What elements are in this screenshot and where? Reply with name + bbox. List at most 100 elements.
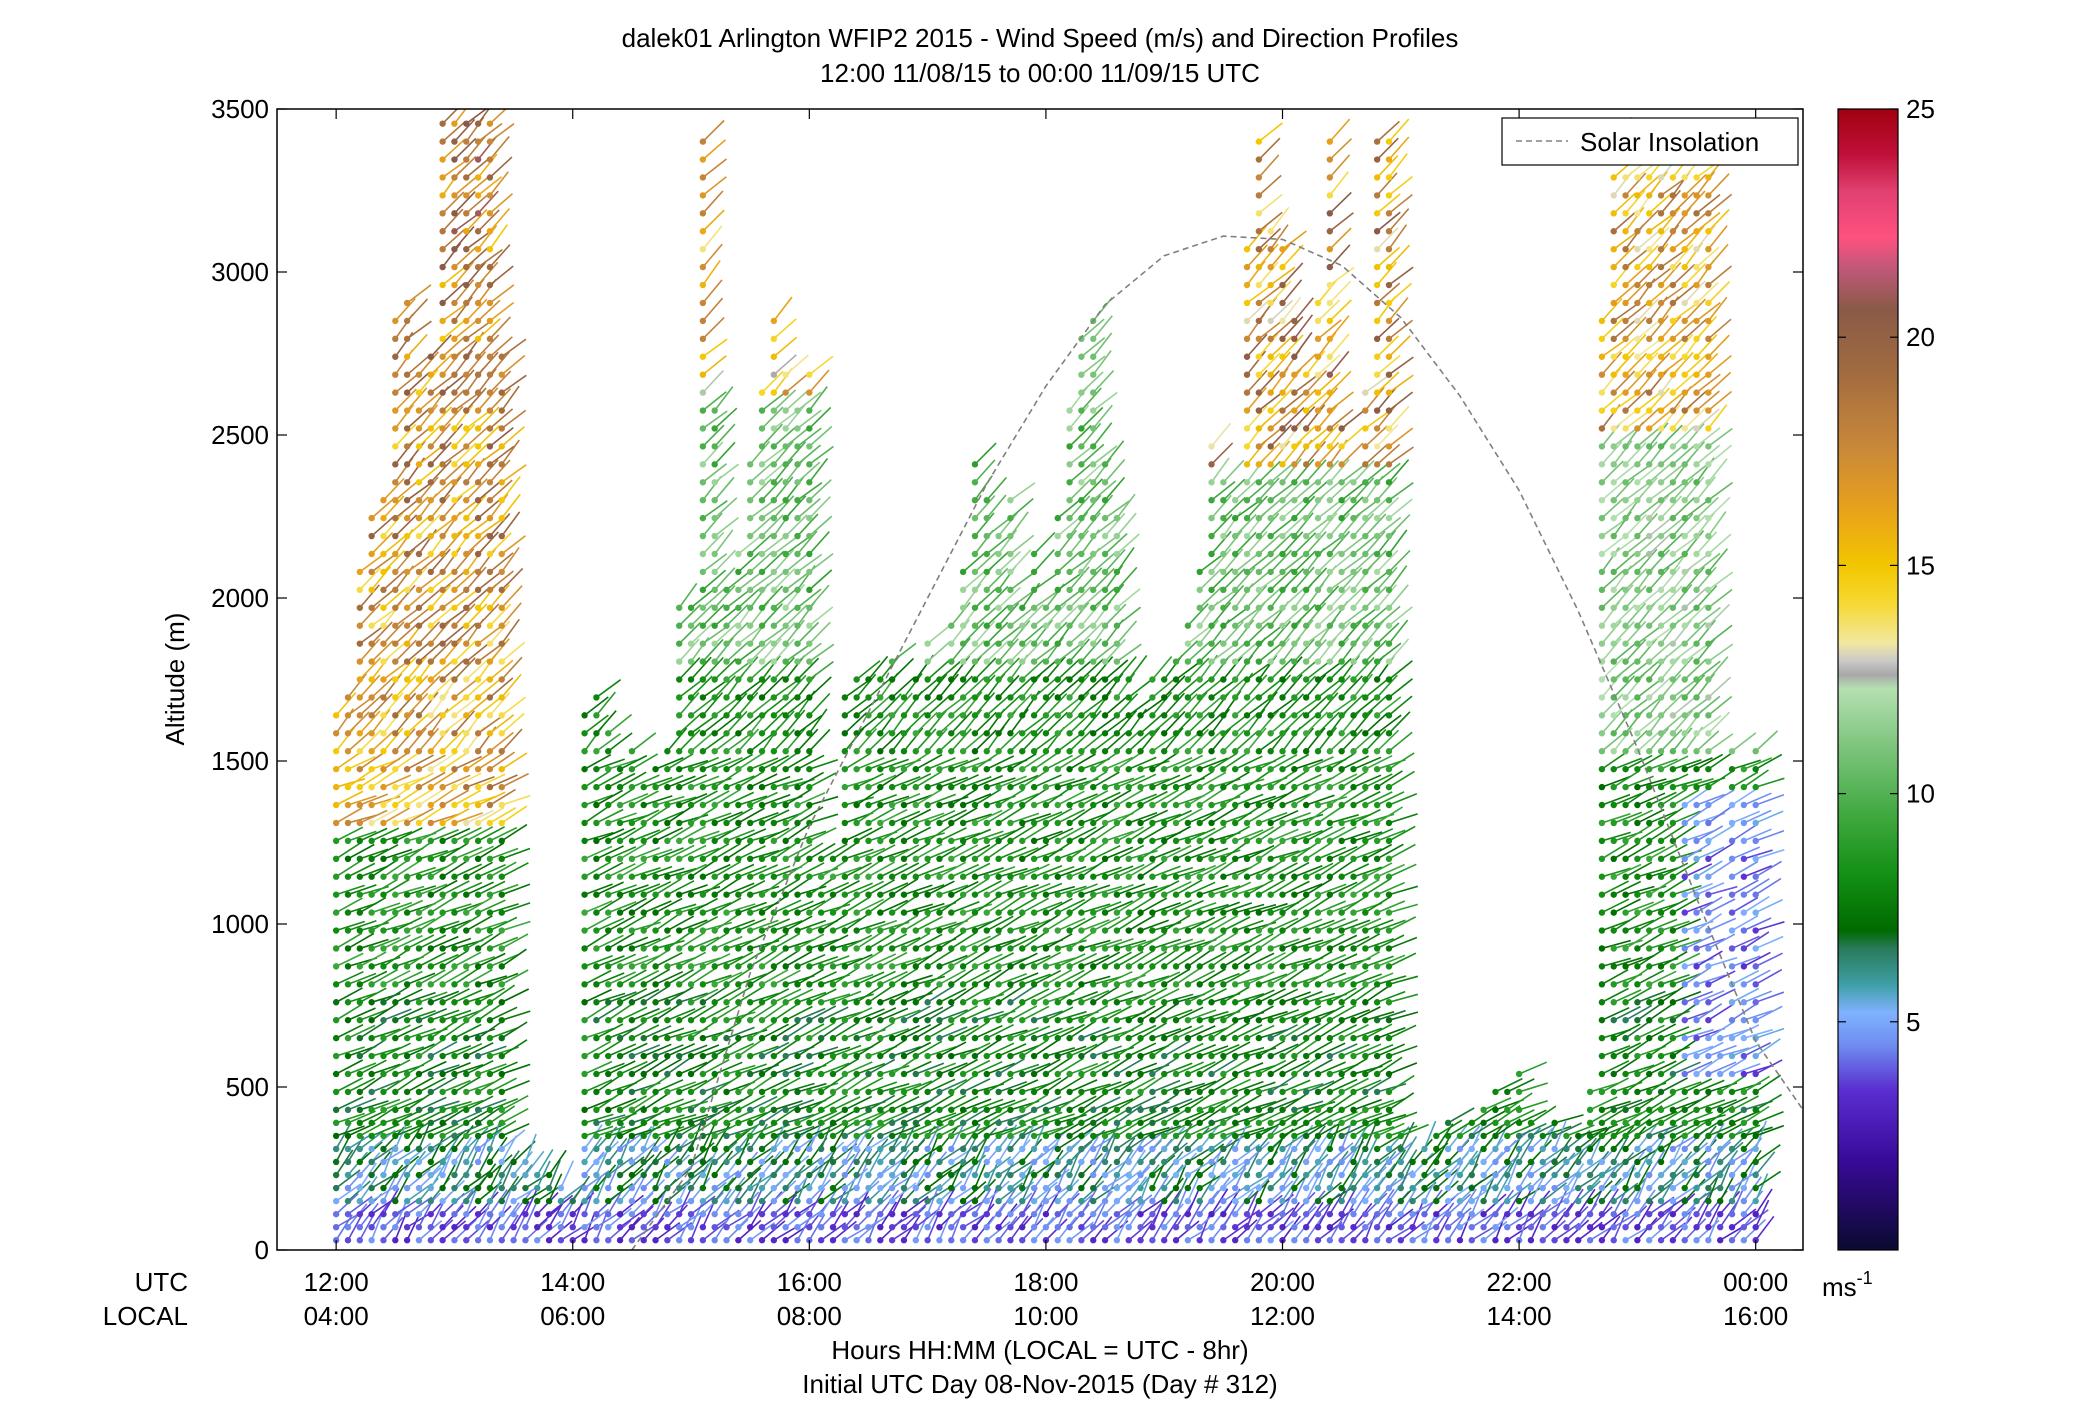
wind-barb-dot [818, 927, 824, 933]
wind-barb-dot [818, 1053, 824, 1059]
wind-barb-dot [842, 730, 848, 736]
wind-barb-dot [499, 963, 505, 969]
wind-barb-dot [439, 282, 445, 288]
wind-barb-dot [924, 909, 930, 915]
wind-barb-dot [924, 1053, 930, 1059]
wind-barb-dot [676, 1224, 682, 1230]
wind-barb-dot [877, 856, 883, 862]
wind-barb-dot [499, 658, 505, 664]
wind-barb-dot [368, 640, 374, 646]
wind-barb-dot [1066, 569, 1072, 575]
wind-barb-dot [368, 551, 374, 557]
wind-barb-dot [818, 909, 824, 915]
wind-barb-dot [581, 1159, 587, 1165]
wind-barb-dot [794, 1172, 800, 1178]
wind-barb-dot [782, 1035, 788, 1041]
wind-barb-dot [1019, 658, 1025, 664]
wind-barb-dot [995, 838, 1001, 844]
wind-barb-dot [546, 1172, 552, 1178]
wind-barb-dot [771, 407, 777, 413]
wind-barb-dot [1031, 1089, 1037, 1095]
wind-barb-dot [522, 1159, 528, 1165]
wind-barb-dot [711, 820, 717, 826]
wind-barb-dot [830, 999, 836, 1005]
wind-barb-dot [936, 1071, 942, 1077]
wind-barb-dot [924, 1185, 930, 1191]
wind-barb-dot [641, 981, 647, 987]
wind-barb-dot [830, 856, 836, 862]
wind-barb-dot [345, 1107, 351, 1113]
wind-barb-dot [735, 587, 741, 593]
wind-barb-dot [913, 1089, 919, 1095]
wind-barb-dot [605, 838, 611, 844]
wind-barb-dot [948, 945, 954, 951]
wind-barb-dot [463, 246, 469, 252]
wind-barb-dot [463, 1172, 469, 1178]
wind-barb-dot [924, 820, 930, 826]
wind-barb-dot [924, 981, 930, 987]
wind-barb-dot [428, 389, 434, 395]
wind-barb-dot [451, 999, 457, 1005]
wind-barb-dot [1019, 1185, 1025, 1191]
wind-barb-dot [605, 1198, 611, 1204]
wind-barb-dot [629, 802, 635, 808]
wind-barb-dot [664, 891, 670, 897]
wind-barb-dot [345, 1133, 351, 1139]
wind-barb-dot [368, 1133, 374, 1139]
wind-barb-dot [901, 1185, 907, 1191]
wind-barb-shaft [928, 642, 950, 662]
wind-barb-dot [593, 999, 599, 1005]
wind-barb-dot [380, 551, 386, 557]
wind-barb-dot [345, 999, 351, 1005]
wind-barb-dot [711, 891, 717, 897]
wind-barb-dot [924, 1159, 930, 1165]
wind-barb-dot [428, 371, 434, 377]
wind-barb-dot [581, 1172, 587, 1178]
wind-barb-shaft [809, 356, 833, 374]
wind-barb-dot [806, 605, 812, 611]
wind-barb-dot [676, 1198, 682, 1204]
wind-barb-dot [487, 856, 493, 862]
wind-barb-dot [853, 1071, 859, 1077]
wind-barb-dot [806, 1071, 812, 1077]
wind-barb-dot [404, 1017, 410, 1023]
wind-barb-dot [700, 640, 706, 646]
wind-barb-dot [1066, 927, 1072, 933]
wind-barb-dot [782, 1211, 788, 1217]
wind-barb-dot [380, 802, 386, 808]
wind-barb-dot [759, 1017, 765, 1023]
wind-barb-dot [877, 981, 883, 987]
wind-barb-shaft [703, 244, 722, 267]
wind-barb-dot [368, 1071, 374, 1077]
wind-barb-dot [652, 1146, 658, 1152]
wind-barb-dot [558, 1185, 564, 1191]
wind-barb-dot [368, 1017, 374, 1023]
wind-barb-dot [1055, 1185, 1061, 1191]
wind-barb-dot [1007, 784, 1013, 790]
wind-barb-dot [439, 676, 445, 682]
wind-barb-dot [842, 838, 848, 844]
wind-barb-dot [771, 389, 777, 395]
wind-barb-dot [889, 784, 895, 790]
wind-barb-dot [853, 784, 859, 790]
wind-barb-dot [357, 874, 363, 880]
wind-barb-dot [901, 766, 907, 772]
wind-barb-dot [735, 1237, 741, 1243]
wind-barb-dot [380, 838, 386, 844]
wind-barb-dot [782, 694, 788, 700]
wind-barb-shaft [703, 159, 727, 177]
wind-barb-dot [1007, 1185, 1013, 1191]
wind-barb-dot [759, 676, 765, 682]
wind-barb-dot [806, 856, 812, 862]
wind-barb-dot [782, 443, 788, 449]
wind-barb-dot [641, 1198, 647, 1204]
wind-barb-dot [759, 874, 765, 880]
wind-barb-dot [960, 1172, 966, 1178]
wind-barb-dot [984, 587, 990, 593]
wind-barb-dot [771, 874, 777, 880]
wind-barb-dot [368, 1198, 374, 1204]
wind-barb-dot [463, 981, 469, 987]
wind-barb-dot [428, 838, 434, 844]
wind-barb-dot [641, 1089, 647, 1095]
wind-barb-dot [617, 999, 623, 1005]
